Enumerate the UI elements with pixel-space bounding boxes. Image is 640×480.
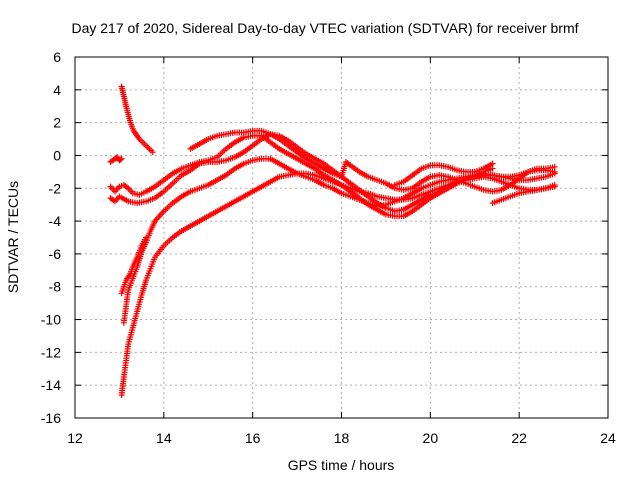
x-axis: 12 14 16 18 20 22 24 — [67, 57, 616, 446]
y-tick-label: 4 — [53, 82, 61, 98]
data-point-marker — [149, 149, 156, 156]
x-tick-label: 20 — [423, 430, 439, 446]
grid — [75, 57, 608, 418]
chart-title: Day 217 of 2020, Sidereal Day-to-day VTE… — [71, 20, 578, 36]
x-tick-label: 24 — [600, 430, 616, 446]
data-points — [107, 83, 558, 399]
y-tick-label: -16 — [41, 410, 61, 426]
y-tick-label: 0 — [53, 147, 61, 163]
y-tick-label: -14 — [41, 377, 61, 393]
y-tick-label: 6 — [53, 49, 61, 65]
y-tick-label: -4 — [49, 213, 62, 229]
data-point-marker — [551, 183, 558, 190]
data-point-marker — [117, 156, 124, 163]
y-tick-label: -8 — [49, 279, 62, 295]
x-tick-label: 16 — [245, 430, 261, 446]
y-axis-label: SDTVAR / TECUs — [5, 181, 21, 293]
y-axis: -16 -14 -12 -10 -8 -6 -4 -2 0 2 4 6 — [41, 49, 608, 426]
x-tick-label: 22 — [511, 430, 527, 446]
data-point-marker — [551, 168, 558, 175]
y-tick-label: -6 — [49, 246, 62, 262]
x-axis-label: GPS time / hours — [288, 457, 395, 473]
y-tick-label: -2 — [49, 180, 62, 196]
y-tick-label: 2 — [53, 115, 61, 131]
data-point-marker — [143, 234, 150, 241]
x-tick-label: 12 — [67, 430, 83, 446]
y-tick-label: -12 — [41, 344, 61, 360]
x-tick-label: 18 — [334, 430, 350, 446]
y-tick-label: -10 — [41, 312, 61, 328]
data-point-marker — [489, 160, 496, 167]
data-point-marker — [118, 155, 125, 162]
x-tick-label: 14 — [156, 430, 172, 446]
